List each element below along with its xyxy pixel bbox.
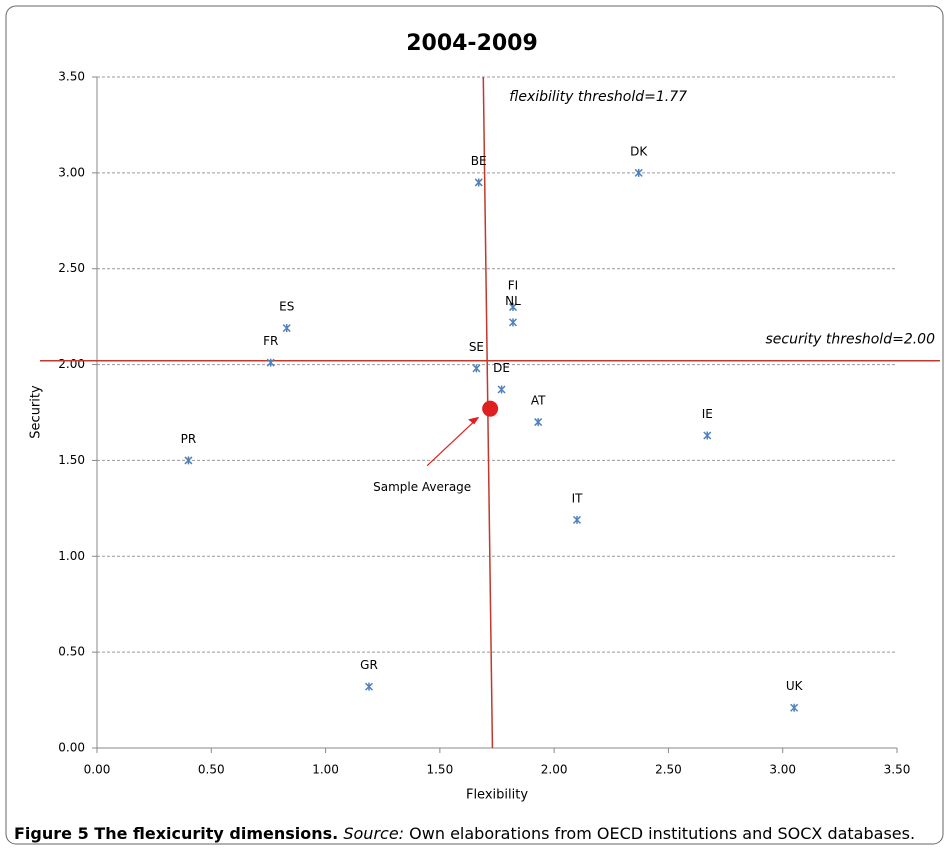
security-threshold-label: security threshold=2.00	[766, 332, 936, 348]
x-tick-label: 3.50	[884, 763, 911, 777]
point-label: PR	[181, 432, 197, 446]
point-label: BE	[471, 154, 487, 168]
x-tick-label: 1.00	[312, 763, 339, 777]
point-label: AT	[531, 394, 546, 408]
caption: Figure 5 The flexicurity dimensions. Sou…	[14, 824, 915, 843]
point-label: GR	[360, 658, 378, 672]
y-tick-label: 0.50	[58, 645, 85, 659]
marker	[282, 324, 291, 333]
x-tick-label: 0.50	[198, 763, 225, 777]
y-tick-label: 3.50	[58, 70, 85, 84]
y-tick-label: 2.00	[58, 357, 85, 371]
marker	[634, 168, 643, 177]
chart-title: 2004-2009	[406, 31, 538, 56]
point-label: FR	[263, 334, 278, 348]
marker	[364, 682, 374, 691]
point-label: DE	[493, 361, 510, 375]
x-tick-label: 3.00	[769, 763, 796, 777]
marker	[184, 456, 193, 465]
arrow	[426, 417, 479, 467]
marker	[266, 358, 275, 367]
marker	[497, 385, 506, 394]
marker	[572, 515, 582, 524]
x-tick-label: 1.50	[426, 763, 453, 777]
y-axis-label: Security	[29, 385, 44, 439]
frame	[5, 5, 944, 845]
marker	[472, 364, 481, 373]
y-tick-label: 0.00	[58, 741, 85, 755]
point-label: FI	[508, 279, 518, 293]
y-tick-label: 1.00	[58, 549, 85, 563]
point-label: ES	[279, 300, 294, 314]
caption-source-label: Source:	[343, 824, 404, 843]
marker	[790, 703, 799, 712]
marker	[508, 318, 518, 327]
point-label: IT	[572, 491, 584, 505]
point-label: SE	[469, 340, 484, 354]
marker	[534, 418, 543, 427]
marker	[474, 178, 483, 187]
caption-figure: Figure 5 The flexicurity dimensions.	[14, 824, 338, 843]
caption-text: Own elaborations from OECD institutions …	[409, 824, 915, 843]
x-tick-label: 2.00	[541, 763, 568, 777]
x-tick-label: 0.00	[84, 763, 111, 777]
y-tick-label: 3.00	[58, 165, 85, 179]
marker	[508, 303, 518, 312]
sample-average	[482, 400, 499, 417]
marker	[703, 431, 712, 440]
flexibility-threshold-label: flexibility threshold=1.77	[509, 89, 687, 105]
point-label: IE	[702, 407, 713, 421]
y-tick-label: 1.50	[58, 453, 85, 467]
arrow-head	[468, 416, 480, 425]
point-label: UK	[786, 679, 804, 693]
point-label: DK	[630, 144, 648, 158]
y-tick-label: 2.50	[58, 261, 85, 275]
point-label: NL	[505, 294, 521, 308]
sample-average-label: Sample Average	[373, 480, 471, 494]
x-axis-label: Flexibility	[466, 788, 528, 803]
x-tick-label: 2.50	[655, 763, 682, 777]
